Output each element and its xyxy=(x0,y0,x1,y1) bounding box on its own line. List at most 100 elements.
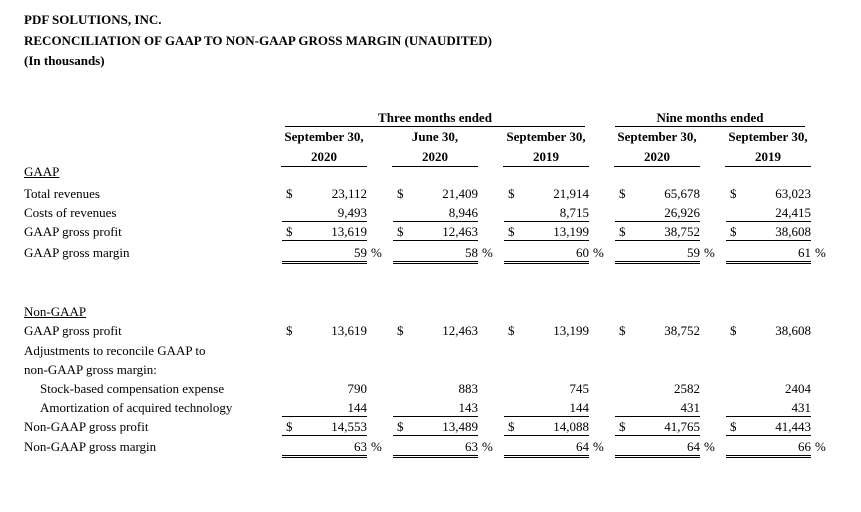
dollar-sign: $ xyxy=(730,419,737,434)
column-header-4-year: 2020 xyxy=(644,149,670,164)
subtotal-rule xyxy=(282,221,367,222)
dollar-sign: $ xyxy=(286,323,293,338)
cell-value: 41,765 xyxy=(664,419,700,434)
column-header-3-rule xyxy=(503,166,589,167)
row-label-gaap-gross-margin: GAAP gross margin xyxy=(24,245,130,260)
cell-value: 143 xyxy=(458,400,479,415)
percent-sign: % xyxy=(371,245,382,260)
group-three-months-rule xyxy=(285,126,585,127)
dollar-sign: $ xyxy=(508,186,515,201)
dollar-sign: $ xyxy=(619,224,626,239)
dollar-sign: $ xyxy=(397,419,404,434)
cell-value: 13,619 xyxy=(331,224,367,239)
row-label-non-gaap-gross-profit: Non-GAAP gross profit xyxy=(24,419,149,434)
total-rule xyxy=(504,435,589,436)
subtotal-rule xyxy=(504,416,589,417)
cell-value: 13,199 xyxy=(553,323,589,338)
cell-value: 63,023 xyxy=(775,186,811,201)
subtotal-rule xyxy=(726,416,811,417)
table-row: non-GAAP gross margin: xyxy=(0,360,861,379)
dollar-sign: $ xyxy=(286,419,293,434)
dollar-sign: $ xyxy=(508,419,515,434)
row-label-total-revenues: Total revenues xyxy=(24,186,100,201)
cell-value: 431 xyxy=(680,400,701,415)
table-row: Amortization of acquired technology 144 14… xyxy=(0,398,861,417)
double-rule xyxy=(504,455,589,458)
table-row: Non-GAAP gross profit $14,553 $13,489 $14,0… xyxy=(0,417,861,436)
cell-value: 431 xyxy=(791,400,812,415)
dollar-sign: $ xyxy=(397,323,404,338)
column-header-2-date: June 30, xyxy=(411,129,459,144)
column-header-4-date: September 30, xyxy=(617,129,697,144)
double-rule xyxy=(504,261,589,264)
cell-value: 13,489 xyxy=(442,419,478,434)
cell-value: 12,463 xyxy=(442,323,478,338)
dollar-sign: $ xyxy=(508,224,515,239)
total-rule xyxy=(726,240,811,241)
column-header-2: June 30, 2020 xyxy=(385,127,485,167)
total-rule xyxy=(726,435,811,436)
cell-value: 61 xyxy=(798,245,811,260)
company-name: PDF SOLUTIONS, INC. xyxy=(24,12,162,27)
double-rule xyxy=(726,261,811,264)
percent-sign: % xyxy=(815,245,826,260)
cell-value: 64 xyxy=(687,439,700,454)
subtotal-rule xyxy=(393,221,478,222)
row-label-non-gaap-gross-margin: non-GAAP gross margin: xyxy=(24,362,157,377)
cell-value: 38,752 xyxy=(664,323,700,338)
subtotal-rule xyxy=(393,416,478,417)
dollar-sign: $ xyxy=(619,323,626,338)
cell-value: 745 xyxy=(569,381,590,396)
total-rule xyxy=(282,435,367,436)
cell-value: 63 xyxy=(465,439,478,454)
cell-value: 58 xyxy=(465,245,478,260)
total-rule xyxy=(282,240,367,241)
row-label-amortization-of-acquired-technology: Amortization of acquired technology xyxy=(40,400,233,415)
double-rule xyxy=(282,455,367,458)
row-label-gaap-gross-profit: GAAP gross profit xyxy=(24,224,122,239)
row-label-costs-of-revenues: Costs of revenues xyxy=(24,205,117,220)
cell-value: 23,112 xyxy=(331,186,367,201)
column-header-4: September 30, 2020 xyxy=(607,127,707,167)
dollar-sign: $ xyxy=(508,323,515,338)
cell-value: 64 xyxy=(576,439,589,454)
total-rule xyxy=(393,435,478,436)
table-row: GAAP gross margin 59% 58% 60% 59% 61% xyxy=(0,243,861,262)
cell-value: 144 xyxy=(569,400,590,415)
dollar-sign: $ xyxy=(619,419,626,434)
cell-value: 21,914 xyxy=(553,186,589,201)
section-gaap-title: GAAP xyxy=(24,164,60,179)
cell-value: 14,088 xyxy=(553,419,589,434)
cell-value: 2404 xyxy=(785,381,811,396)
cell-value: 8,715 xyxy=(559,205,589,220)
cell-value: 66 xyxy=(798,439,811,454)
cell-value: 8,946 xyxy=(448,205,478,220)
double-rule xyxy=(393,455,478,458)
table-row: Costs of revenues 9,493 8,946 8,715 26,926 24… xyxy=(0,203,861,222)
cell-value: 9,493 xyxy=(337,205,367,220)
row-label-stock-based-compensation-expense: Stock-based compensation expense xyxy=(40,381,225,396)
cell-value: 38,608 xyxy=(775,224,811,239)
table-row: Non-GAAP gross margin 63% 63% 64% 64% 66% xyxy=(0,437,861,456)
report-title: RECONCILIATION OF GAAP TO NON-GAAP GROSS… xyxy=(24,33,492,48)
total-rule xyxy=(393,240,478,241)
percent-sign: % xyxy=(815,439,826,454)
dollar-sign: $ xyxy=(619,186,626,201)
column-header-5: September 30, 2019 xyxy=(718,127,818,167)
table-row: GAAP gross profit $13,619 $12,463 $13,199 $3… xyxy=(0,222,861,241)
dollar-sign: $ xyxy=(286,224,293,239)
total-rule xyxy=(615,435,700,436)
double-rule xyxy=(615,455,700,458)
column-header-5-year: 2019 xyxy=(755,149,781,164)
percent-sign: % xyxy=(593,245,604,260)
double-rule xyxy=(615,261,700,264)
column-header-1: September 30, 2020 xyxy=(274,127,374,167)
double-rule xyxy=(282,261,367,264)
subtotal-rule xyxy=(615,221,700,222)
subtotal-rule xyxy=(726,221,811,222)
percent-sign: % xyxy=(593,439,604,454)
cell-value: 59 xyxy=(687,245,700,260)
percent-sign: % xyxy=(482,245,493,260)
cell-value: 65,678 xyxy=(664,186,700,201)
column-header-2-year: 2020 xyxy=(422,149,448,164)
